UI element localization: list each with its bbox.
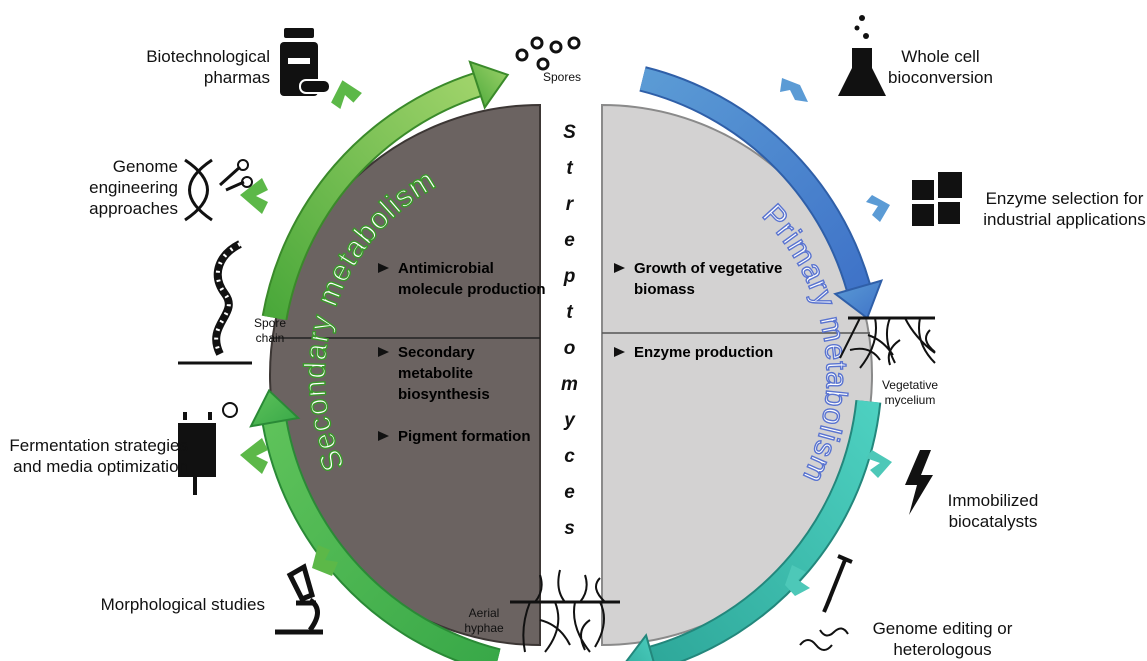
primary-item: Growth of vegetative biomass [608, 258, 784, 300]
application: Biotechnological pharmas [100, 46, 270, 88]
primary-item: Enzyme production [608, 342, 784, 363]
application: Whole cell bioconversion [878, 46, 1003, 88]
application: Genome editing or heterologous expressio… [850, 618, 1035, 661]
stage-label: Spore chain [248, 316, 292, 346]
application: Morphological studies [100, 594, 265, 615]
secondary-item: Pigment formation [372, 426, 548, 447]
secondary-item: Antimicrobial molecule production [372, 258, 548, 300]
stage-label: Spores [535, 70, 589, 85]
secondary-item: Secondary metabolite biosynthesis [372, 342, 548, 405]
application: Enzyme selection for industrial applicat… [982, 188, 1147, 230]
application: Immobilized biocatalysts [928, 490, 1058, 532]
diagram: Secondary metabolism Primary metabolism [0, 0, 1147, 661]
organism-name: Streptomyces [558, 122, 580, 562]
application: Genome engineering approaches [60, 156, 178, 219]
stage-label: Vegetative mycelium [870, 378, 950, 408]
application: Fermentation strategies and media optimi… [0, 435, 188, 477]
stage-label: Aerial hyphae [460, 606, 508, 636]
